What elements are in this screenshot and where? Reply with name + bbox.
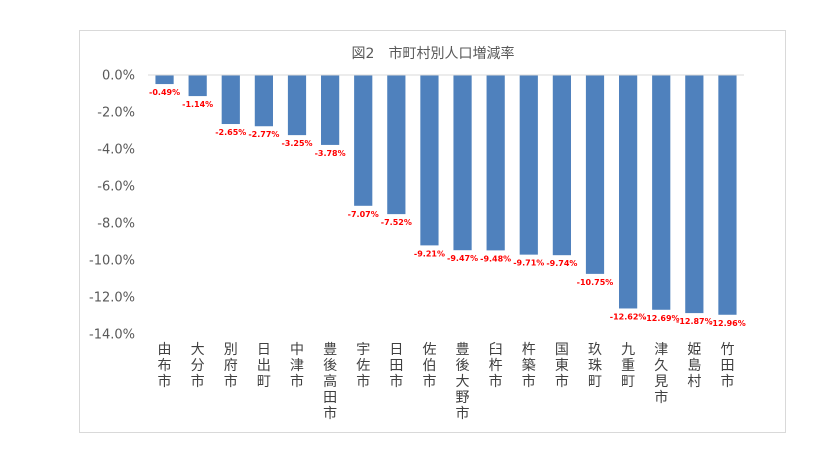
x-category-label: 豊後高田市 xyxy=(323,342,337,422)
x-category-label: 宇佐市 xyxy=(356,342,370,390)
data-label: -3.78% xyxy=(315,149,346,158)
data-label: -7.07% xyxy=(348,210,379,219)
y-tick-label: -12.0% xyxy=(89,291,135,306)
bar xyxy=(652,75,671,310)
data-labels: -0.49%-1.14% -2.65% -2.77%-3.25%-3.78% -7.0… xyxy=(149,88,746,328)
bar xyxy=(685,75,704,314)
x-category-label: 杵築市 xyxy=(522,342,536,390)
x-category-label: 臼杵市 xyxy=(489,342,503,390)
x-category-label: 豊後大野市 xyxy=(456,342,470,422)
bar xyxy=(420,75,439,246)
bar xyxy=(519,75,538,255)
bar xyxy=(188,75,207,97)
data-label: -9.21% xyxy=(414,249,445,258)
bar xyxy=(387,75,406,215)
data-label: -12.69% xyxy=(643,314,680,323)
bar xyxy=(486,75,505,251)
x-category-label: 別府市 xyxy=(224,342,238,390)
y-axis-ticks: 0.0% -2.0% -4.0% -6.0% -8.0% -10.0% -12.0% -14.… xyxy=(89,69,135,343)
bar xyxy=(453,75,472,251)
x-category-label: 佐伯市 xyxy=(422,342,436,390)
y-tick-label: 0.0% xyxy=(102,69,135,84)
x-category-label: 九重町 xyxy=(621,342,635,390)
x-category-label: 大分市 xyxy=(191,342,205,390)
y-tick-label: -4.0% xyxy=(97,143,135,158)
data-label: -9.71% xyxy=(513,259,544,268)
bar xyxy=(718,75,737,315)
bar xyxy=(619,75,638,309)
data-label: -0.49% xyxy=(149,88,180,97)
x-axis-labels: 由布市 大分市 別府市 日出町 中津市 豊後高田市 宇佐市 日田市 佐伯市 豊後大野市 臼杵市 杵築市… xyxy=(158,342,735,422)
bar xyxy=(155,75,174,85)
data-label: -10.75% xyxy=(577,278,614,287)
bar xyxy=(287,75,307,136)
data-label: -7.52% xyxy=(381,218,412,227)
bar xyxy=(354,75,373,206)
data-label: -9.48% xyxy=(480,254,511,263)
data-label: -3.25% xyxy=(281,139,312,148)
x-category-label: 由布市 xyxy=(158,342,172,390)
data-label: -2.77% xyxy=(248,130,279,139)
x-category-label: 姫島村 xyxy=(687,342,701,390)
x-category-label: 日田市 xyxy=(389,342,403,390)
x-category-label: 日出町 xyxy=(257,342,271,390)
data-label: -9.74% xyxy=(546,259,577,268)
bar xyxy=(254,75,273,127)
data-label: -9.47% xyxy=(447,254,478,263)
x-category-label: 津久見市 xyxy=(654,342,668,406)
x-category-label: 玖珠町 xyxy=(588,342,602,390)
x-category-label: 竹田市 xyxy=(720,342,734,390)
data-label: -1.14% xyxy=(182,100,213,109)
data-label: -12.96% xyxy=(709,319,746,328)
y-tick-label: -10.0% xyxy=(89,254,135,269)
bar xyxy=(552,75,571,256)
data-label: -12.62% xyxy=(610,312,647,321)
y-tick-label: -8.0% xyxy=(97,217,135,232)
data-label: -12.87% xyxy=(676,317,713,326)
x-category-label: 国東市 xyxy=(555,342,569,390)
y-tick-label: -2.0% xyxy=(97,106,135,121)
bar xyxy=(321,75,340,145)
y-tick-label: -14.0% xyxy=(89,328,135,343)
chart-title: 図2 市町村別人口増減率 xyxy=(352,45,515,62)
bar xyxy=(221,75,240,125)
bar xyxy=(585,75,605,274)
y-tick-label: -6.0% xyxy=(97,180,135,195)
data-label: -2.65% xyxy=(215,128,246,137)
x-category-label: 中津市 xyxy=(290,342,304,390)
bars xyxy=(155,75,737,315)
